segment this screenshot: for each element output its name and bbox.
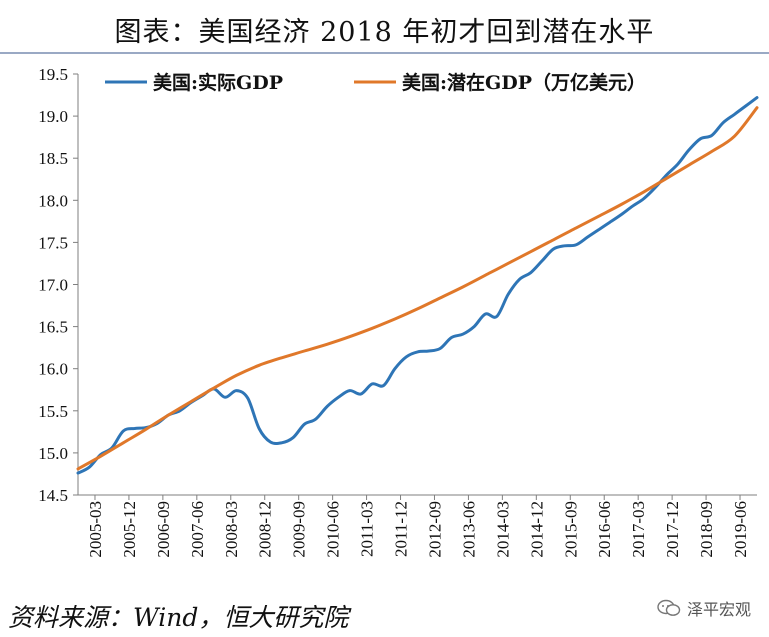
x-tick-label: 2015-09 (561, 501, 580, 558)
title-bar: 图表：美国经济 2018 年初才回到潜在水平 (0, 0, 769, 54)
x-tick-label: 2014-12 (527, 501, 546, 558)
watermark: 泽平宏观 (657, 596, 751, 620)
x-tick-label: 2013-06 (459, 501, 478, 558)
x-tick-label: 2017-12 (663, 501, 682, 558)
x-tick-label: 2010-06 (324, 501, 343, 558)
x-tick-label: 2007-06 (188, 501, 207, 558)
y-tick-label: 18.0 (38, 191, 68, 210)
y-tick-label: 17.0 (38, 276, 68, 295)
x-tick-label: 2008-12 (256, 501, 275, 558)
x-tick-label: 2011-03 (358, 501, 377, 557)
chart-title: 图表：美国经济 2018 年初才回到潜在水平 (0, 10, 769, 49)
y-tick-label: 17.5 (38, 233, 68, 252)
x-tick-label: 2005-03 (86, 501, 105, 558)
watermark-text: 泽平宏观 (687, 596, 751, 620)
x-tick-label: 2009-09 (290, 501, 309, 558)
wechat-icon (657, 599, 681, 617)
legend-label-2: 美国:潜在GDP（万亿美元） (402, 71, 646, 94)
series-line-potential-gdp (78, 108, 757, 469)
source-note: 资料来源：Wind，恒大研究院 (8, 598, 348, 634)
y-tick-label: 16.5 (38, 318, 68, 337)
y-tick-label: 18.5 (38, 149, 68, 168)
y-tick-label: 19.5 (38, 65, 68, 84)
x-tick-label: 2014-03 (493, 501, 512, 558)
x-tick-label: 2018-09 (697, 501, 716, 558)
series-line-real-gdp (78, 98, 757, 474)
y-tick-label: 19.0 (38, 107, 68, 126)
line-chart: 14.5 15.0 15.5 16.0 16.5 17.0 17.5 18.0 18.5 19.0… (0, 54, 769, 594)
x-tick-label: 2016-06 (595, 501, 614, 558)
y-tick-label: 15.0 (38, 444, 68, 463)
x-tick-label: 2019-06 (731, 501, 750, 558)
x-tick-label: 2011-12 (392, 501, 411, 557)
legend-label-1: 美国:实际GDP (153, 71, 283, 94)
x-tick-label: 2012-09 (425, 501, 444, 558)
x-tick-label: 2005-12 (120, 501, 139, 558)
y-tick-label: 16.0 (38, 360, 68, 379)
y-tick-label: 14.5 (38, 486, 68, 505)
x-tick-label: 2017-03 (629, 501, 648, 558)
y-tick-label: 15.5 (38, 402, 68, 421)
x-tick-label: 2008-03 (222, 501, 241, 558)
x-tick-label: 2006-09 (154, 501, 173, 558)
